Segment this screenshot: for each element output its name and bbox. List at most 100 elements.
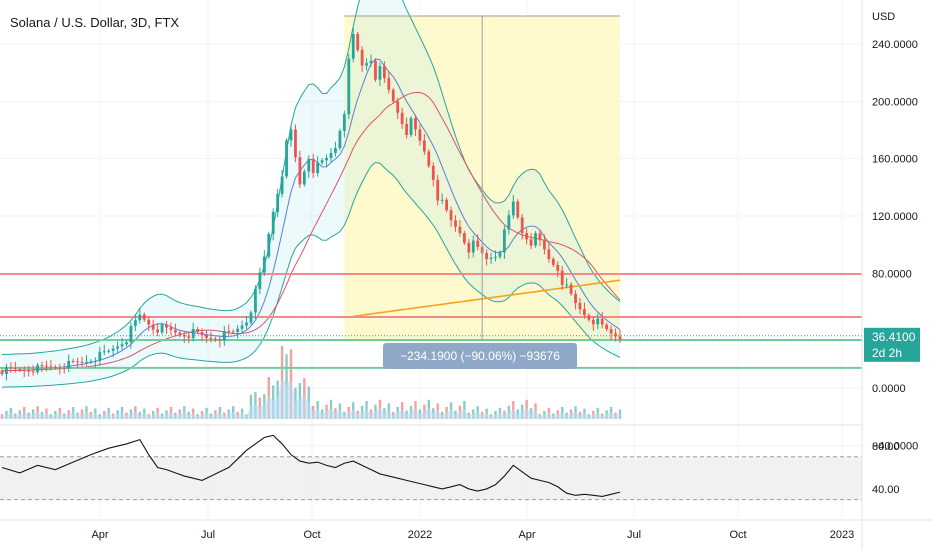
- candle-body: [209, 337, 213, 339]
- candle-body: [236, 328, 240, 333]
- price-tick-label: 120.0000: [872, 211, 918, 223]
- candle-body: [458, 226, 462, 234]
- candle-body: [614, 333, 617, 337]
- price-tick-label: 240.0000: [872, 39, 918, 51]
- last-price-badge: 36.4100 2d 2h: [864, 327, 920, 362]
- candle-body: [574, 293, 577, 304]
- candle-body: [294, 129, 297, 158]
- candle-body: [431, 165, 435, 180]
- candle-body: [116, 346, 119, 349]
- rsi-axis[interactable]: 80.00 40.00: [872, 441, 900, 496]
- candle-body: [249, 312, 253, 323]
- candle-body: [151, 324, 155, 330]
- candle-body: [89, 361, 93, 363]
- candle-body: [18, 369, 22, 371]
- candle-body: [347, 58, 351, 115]
- candle-body: [182, 335, 186, 337]
- candle-body: [587, 315, 591, 320]
- candle-body: [511, 201, 515, 216]
- candle-body: [40, 365, 44, 367]
- candle-body: [67, 360, 71, 369]
- candle-body: [22, 369, 26, 371]
- candle-body: [71, 360, 75, 362]
- price-tick-label: 160.0000: [872, 154, 918, 166]
- candle-body: [551, 259, 555, 265]
- candle-body: [107, 350, 111, 352]
- candle-body: [245, 322, 248, 326]
- candle-body: [422, 140, 426, 152]
- candle-body: [476, 240, 480, 247]
- candle-body: [218, 339, 222, 341]
- candle-body: [147, 319, 151, 325]
- time-tick-label: Jul: [627, 529, 641, 541]
- time-axis[interactable]: Apr Jul Oct 2022 Apr Jul Oct 2023: [91, 529, 854, 541]
- volume-ma-area: [2, 378, 620, 419]
- candle-body: [520, 217, 524, 234]
- candle-body: [31, 371, 35, 373]
- last-price-background: [864, 327, 920, 362]
- candle-body: [596, 318, 600, 325]
- candle-body: [120, 344, 124, 347]
- candle-body: [9, 367, 13, 369]
- candle-body: [138, 314, 142, 321]
- candle-body: [503, 229, 506, 253]
- candle-body: [280, 176, 284, 194]
- candle-body: [471, 240, 475, 253]
- candle-body: [378, 66, 382, 80]
- candle-body: [547, 249, 551, 259]
- candle-body: [467, 242, 471, 253]
- candle-body: [485, 252, 489, 259]
- bollinger-lower: [1, 161, 621, 388]
- price-tick-label: −40.0000: [872, 440, 918, 452]
- candle-body: [329, 152, 333, 158]
- candle-body: [289, 129, 293, 141]
- candle-body: [462, 233, 466, 243]
- candle-body: [133, 320, 137, 327]
- candle-body: [418, 129, 422, 141]
- last-price-value: 36.4100: [872, 330, 916, 344]
- candle-body: [360, 49, 364, 66]
- candle-body: [454, 220, 457, 227]
- candle-body: [205, 334, 208, 338]
- time-tick-label: Apr: [91, 529, 108, 541]
- candle-body: [178, 332, 182, 336]
- candle-body: [338, 130, 342, 149]
- candle-body: [80, 361, 84, 363]
- candle-body: [0, 370, 4, 374]
- time-tick-label: 2022: [408, 529, 432, 541]
- candle-body: [111, 348, 115, 351]
- candle-body: [258, 272, 262, 289]
- candle-body: [578, 303, 582, 310]
- price-tick-label: 80.0000: [872, 268, 912, 280]
- candle-body: [222, 330, 226, 341]
- candle-body: [262, 256, 266, 273]
- price-tick-label: 0.0000: [872, 383, 906, 395]
- candle-body: [49, 366, 53, 368]
- candle-body: [5, 367, 8, 374]
- candle-body: [254, 288, 257, 313]
- currency-label: USD: [872, 11, 895, 23]
- price-axis[interactable]: USD 240.0000 200.0000 160.0000 120.0000 80.0…: [872, 11, 918, 452]
- candle-body: [93, 360, 97, 362]
- rsi-pane: [0, 434, 862, 501]
- candle-body: [187, 336, 191, 339]
- candle-body: [494, 256, 497, 258]
- candle-body: [231, 331, 235, 333]
- candle-body: [214, 338, 217, 340]
- measure-tooltip: −234.1900 (−90.06%) −93676: [383, 343, 577, 369]
- candle-body: [98, 351, 102, 361]
- bollinger-fill: [2, 0, 620, 388]
- time-tick-label: Jul: [201, 529, 215, 541]
- candle-body: [76, 361, 79, 363]
- candle-body: [356, 34, 360, 50]
- moving-average-orange: [353, 279, 621, 318]
- candle-body: [142, 314, 146, 320]
- candle-body: [200, 331, 204, 335]
- candle-body: [436, 179, 440, 201]
- candlesticks: [0, 27, 862, 381]
- candle-body: [560, 270, 564, 285]
- candle-body: [320, 160, 324, 163]
- candle-body: [365, 63, 368, 66]
- rsi-tick-label: 40.00: [872, 484, 900, 496]
